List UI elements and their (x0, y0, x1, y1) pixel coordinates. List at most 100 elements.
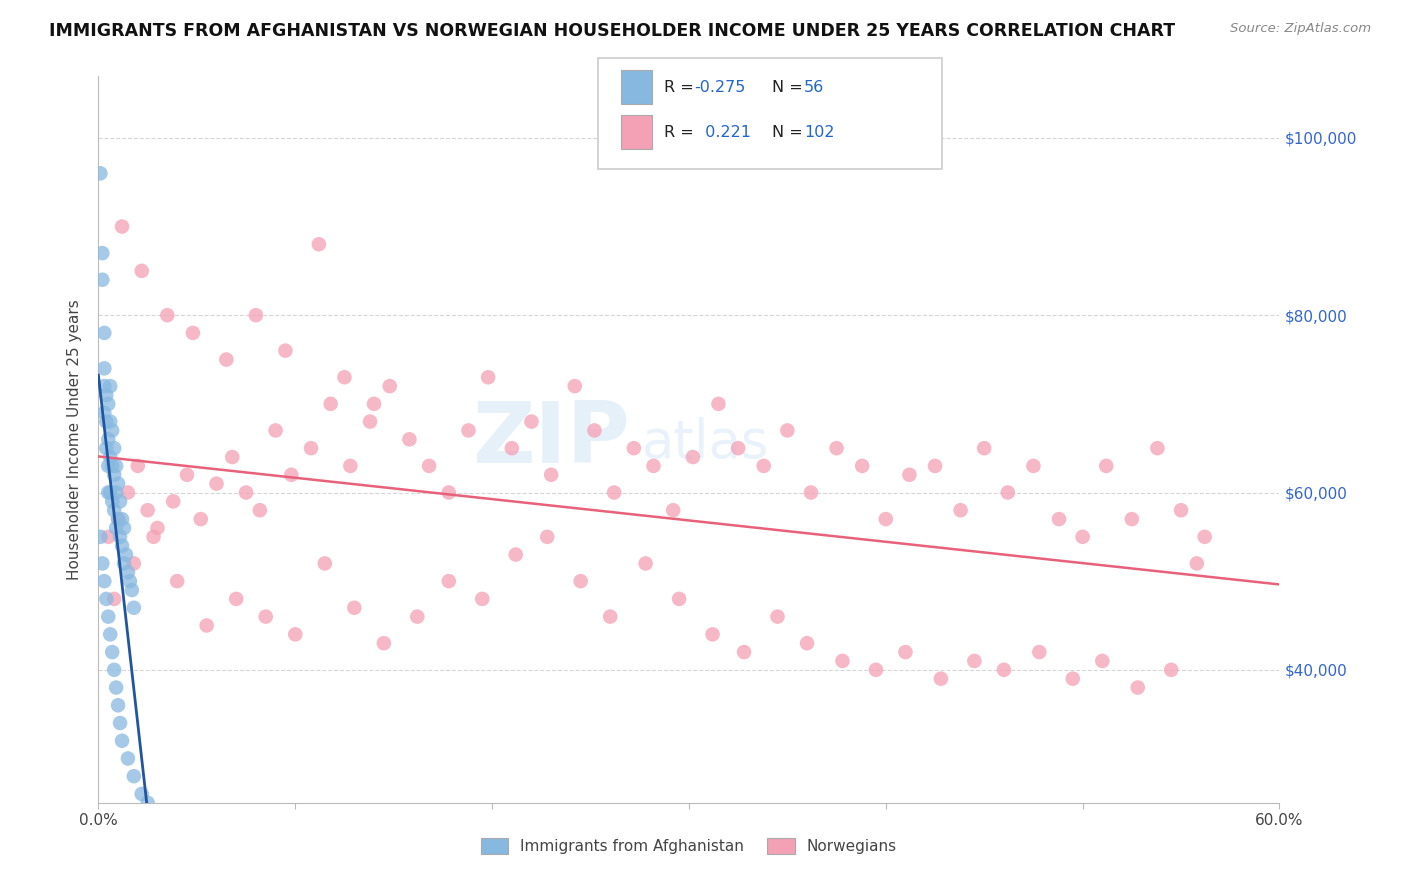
Point (623, 441, 645, 455)
Point (122, 769, 145, 783)
Point (501, 441, 523, 455)
Point (274, 343, 297, 358)
Point (98, 485, 121, 500)
Point (1126, 681, 1149, 695)
Point (108, 530, 131, 544)
Point (117, 485, 139, 500)
Text: N =: N = (772, 80, 808, 95)
Point (97, 432, 120, 446)
Point (97, 458, 120, 473)
Y-axis label: Householder Income Under 25 years: Householder Income Under 25 years (67, 299, 83, 580)
Point (105, 485, 128, 500)
Point (1121, 512, 1143, 526)
Point (103, 441, 125, 455)
Point (1146, 441, 1168, 455)
Point (319, 397, 342, 411)
Point (93, 406, 115, 420)
Point (98, 450, 121, 464)
Point (997, 485, 1019, 500)
Point (96, 441, 118, 455)
Point (1095, 458, 1118, 473)
Point (583, 424, 606, 438)
Point (112, 521, 135, 535)
Legend: Immigrants from Afghanistan, Norwegians: Immigrants from Afghanistan, Norwegians (475, 832, 903, 861)
Point (89, 166, 111, 180)
Point (97, 485, 120, 500)
Point (505, 548, 527, 562)
Point (280, 467, 302, 482)
Point (776, 424, 799, 438)
Point (96, 591, 118, 606)
Point (378, 379, 401, 393)
Point (108, 716, 131, 731)
Point (359, 415, 381, 429)
Point (91, 246, 114, 260)
Point (477, 370, 499, 384)
Point (398, 432, 420, 446)
Point (127, 458, 149, 473)
Point (254, 609, 277, 624)
Point (91, 273, 114, 287)
Point (156, 308, 179, 322)
Point (215, 352, 238, 367)
Point (682, 450, 704, 464)
Point (112, 557, 135, 571)
Point (520, 415, 543, 429)
Point (766, 609, 789, 624)
Point (929, 672, 952, 686)
Point (418, 458, 440, 473)
Text: Source: ZipAtlas.com: Source: ZipAtlas.com (1230, 22, 1371, 36)
Point (91, 557, 114, 571)
Point (195, 618, 218, 632)
Point (221, 450, 243, 464)
Point (569, 574, 592, 589)
Point (107, 698, 129, 713)
Point (284, 627, 307, 641)
Point (97, 530, 120, 544)
Text: 0.221: 0.221 (695, 125, 751, 139)
Point (249, 503, 271, 517)
Point (146, 521, 169, 535)
Text: atlas: atlas (641, 417, 769, 469)
Point (949, 503, 972, 517)
Point (865, 663, 887, 677)
Point (96, 388, 118, 402)
Point (117, 751, 139, 765)
Point (800, 485, 823, 500)
Point (1160, 663, 1182, 677)
Point (122, 557, 145, 571)
Point (752, 458, 775, 473)
Point (103, 467, 125, 482)
Point (540, 467, 562, 482)
Point (93, 574, 115, 589)
Point (111, 512, 134, 526)
Point (235, 485, 257, 500)
Point (339, 458, 361, 473)
Text: IMMIGRANTS FROM AFGHANISTAN VS NORWEGIAN HOUSEHOLDER INCOME UNDER 25 YEARS CORRE: IMMIGRANTS FROM AFGHANISTAN VS NORWEGIAN… (49, 22, 1175, 40)
Point (103, 663, 125, 677)
Point (108, 494, 131, 508)
Point (264, 424, 287, 438)
Point (105, 458, 128, 473)
Point (702, 627, 724, 641)
Point (105, 521, 128, 535)
Point (98, 415, 121, 429)
Point (131, 264, 153, 278)
Point (103, 503, 125, 517)
Point (831, 654, 853, 668)
Point (107, 512, 129, 526)
Point (107, 512, 129, 526)
Point (898, 467, 921, 482)
Point (536, 530, 558, 544)
Point (457, 424, 479, 438)
Point (825, 441, 848, 455)
Point (96, 415, 118, 429)
Point (93, 379, 115, 393)
Point (111, 733, 134, 747)
Point (963, 654, 986, 668)
Text: ZIP: ZIP (472, 398, 630, 481)
Point (471, 591, 494, 606)
Point (181, 326, 204, 340)
Point (205, 476, 228, 491)
Point (1170, 503, 1192, 517)
